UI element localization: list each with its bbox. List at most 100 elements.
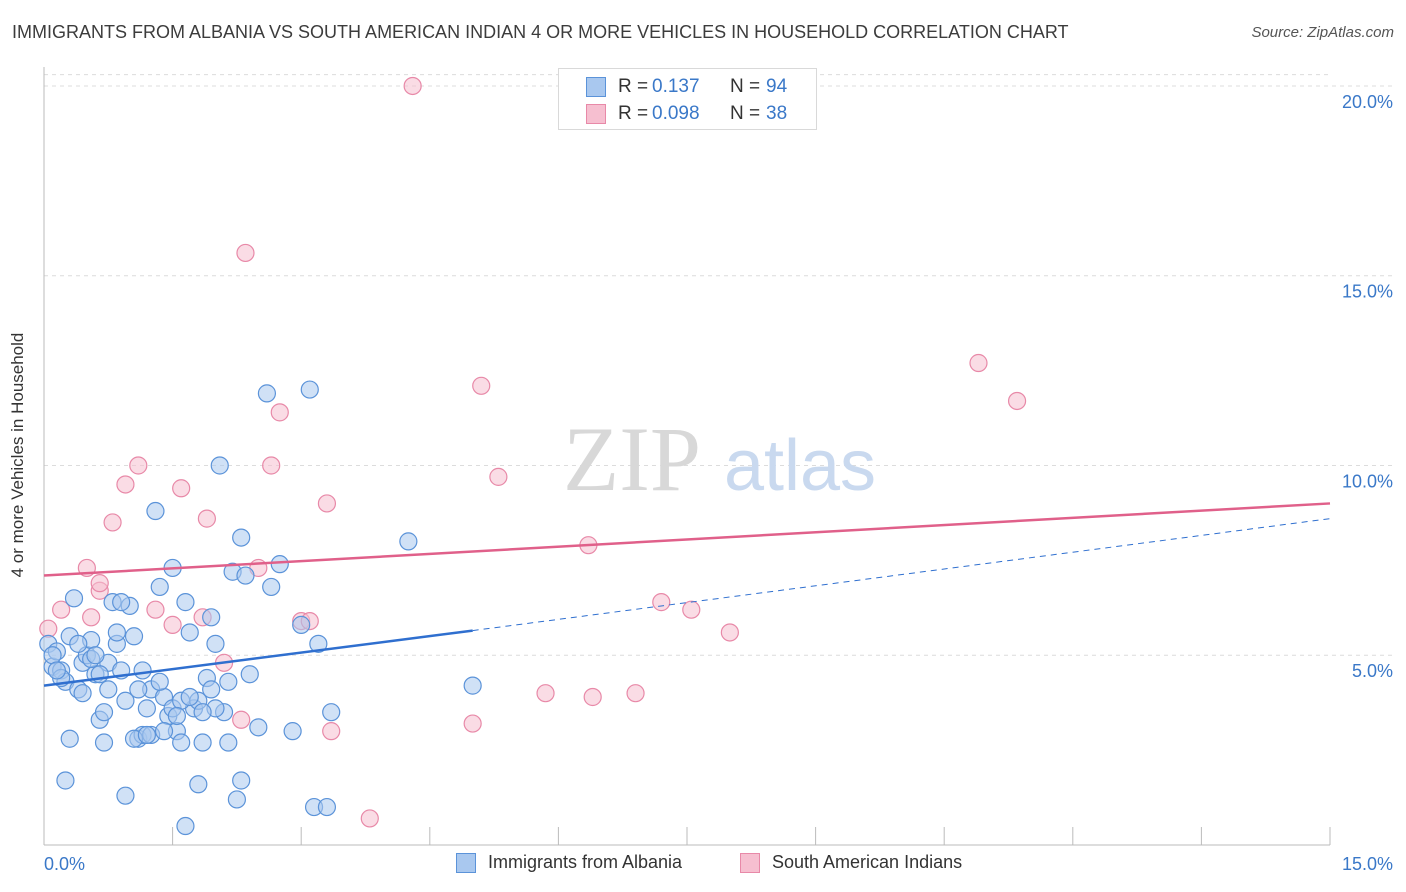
albania-point <box>219 672 238 691</box>
albania-point <box>206 634 225 653</box>
south-american-indians-point <box>270 403 289 422</box>
albania-point <box>150 577 169 597</box>
south-american-indians-point <box>626 684 645 703</box>
south-american-indians-point <box>536 684 555 703</box>
south-american-indians-point <box>129 456 148 475</box>
south-american-indians-point <box>163 615 182 634</box>
bottom-legend-albania-label: Immigrants from Albania <box>488 852 683 872</box>
y-tick-label: 5.0% <box>1352 661 1393 681</box>
albania-point <box>257 384 277 403</box>
albania-point <box>219 733 238 752</box>
albania-point <box>227 790 246 809</box>
r-label: R = <box>618 103 649 124</box>
albania-point <box>94 733 114 752</box>
albania-point <box>176 593 195 612</box>
albania-point <box>270 555 289 574</box>
y-tick-label: 15.0% <box>1342 282 1393 302</box>
albania-point <box>86 646 105 665</box>
albania-point <box>124 627 144 646</box>
bottom-legend-south-american-indians[interactable]: South American Indians <box>740 852 962 873</box>
albania-point <box>300 380 319 399</box>
albania-point <box>116 691 135 710</box>
south-american-indians-point <box>463 714 482 733</box>
south-american-indians-point <box>197 509 216 528</box>
x-tick-label: 0.0% <box>44 854 85 874</box>
albania-point <box>60 729 79 748</box>
albania-point <box>236 566 255 585</box>
albania-point <box>69 634 88 653</box>
south-american-indians-point <box>583 687 602 707</box>
chart-title: IMMIGRANTS FROM ALBANIA VS SOUTH AMERICA… <box>12 22 1069 42</box>
south-american-indians-point <box>103 513 122 532</box>
albania-point <box>112 593 131 612</box>
source-label[interactable]: Source: ZipAtlas.com <box>1251 24 1394 41</box>
south-american-indians-points <box>39 76 1027 828</box>
albania-point <box>193 703 212 722</box>
albania-point <box>154 722 174 741</box>
south-american-indians-trend-line <box>43 502 1331 577</box>
pink-swatch-icon <box>740 852 760 873</box>
south-american-indians-point <box>146 600 165 619</box>
south-american-indians-point <box>236 243 255 263</box>
albania-point <box>189 775 208 794</box>
south-american-indians-point <box>116 475 135 494</box>
albania-point <box>193 733 212 752</box>
south-american-indians-point <box>969 353 988 373</box>
albania-point <box>137 699 156 718</box>
x-tick-label: 15.0% <box>1342 854 1393 874</box>
albania-point <box>399 532 418 551</box>
albania-point <box>283 722 302 741</box>
y-tick-label: 20.0% <box>1342 92 1393 112</box>
albania-point <box>240 665 259 684</box>
albania-point <box>99 680 118 699</box>
r-value: 0.137 <box>652 76 700 97</box>
albania-point <box>73 684 92 703</box>
albania-point <box>232 771 251 790</box>
albania-point <box>116 786 135 805</box>
albania-trend-line <box>43 629 473 687</box>
albania-point <box>129 680 148 699</box>
legend-row-south-american-indians: R = 0.098 N = 38 <box>586 102 787 126</box>
south-american-indians-point <box>262 456 281 475</box>
albania-points <box>39 380 482 836</box>
albania-point <box>210 456 229 475</box>
n-label: N = <box>730 103 761 124</box>
albania-point <box>180 623 199 642</box>
albania-point <box>94 703 114 722</box>
south-american-indians-point <box>39 619 58 638</box>
south-american-indians-point <box>82 608 101 627</box>
south-american-indians-point <box>720 623 739 642</box>
albania-point <box>137 725 156 745</box>
n-label: N = <box>730 76 761 97</box>
axes <box>43 67 1331 846</box>
bottom-legend-albania[interactable]: Immigrants from Albania <box>456 852 682 873</box>
albania-point <box>47 661 66 680</box>
y-tick-label: 10.0% <box>1342 471 1393 491</box>
south-american-indians-point <box>90 574 109 593</box>
tick-labels: 5.0% 10.0% 15.0% 20.0% 0.0% 15.0% <box>44 92 1393 874</box>
albania-point <box>172 733 191 752</box>
south-american-indians-point <box>489 467 508 486</box>
albania-point <box>292 615 311 634</box>
watermark-zip: ZIP <box>563 408 701 510</box>
albania-point <box>133 661 152 680</box>
trend-lines <box>43 502 1331 687</box>
south-american-indians-point <box>322 722 341 741</box>
legend-row-albania: R = 0.137 N = 94 <box>586 75 787 99</box>
albania-trend-extension <box>472 518 1331 632</box>
albania-point <box>249 718 268 737</box>
watermark: ZIP atlas <box>563 408 876 510</box>
albania-point <box>202 680 221 699</box>
albania-point <box>180 687 199 707</box>
blue-swatch-icon <box>586 77 606 97</box>
albania-point <box>56 771 75 790</box>
south-american-indians-point <box>317 494 337 513</box>
albania-point <box>322 703 341 722</box>
correlation-legend: R = 0.137 N = 94 R = 0.098 N = 38 <box>558 68 817 130</box>
south-american-indians-point <box>172 479 191 498</box>
south-american-indians-point <box>52 600 71 619</box>
albania-point <box>202 608 221 627</box>
blue-swatch-icon <box>456 852 476 873</box>
south-american-indians-point <box>403 76 422 96</box>
